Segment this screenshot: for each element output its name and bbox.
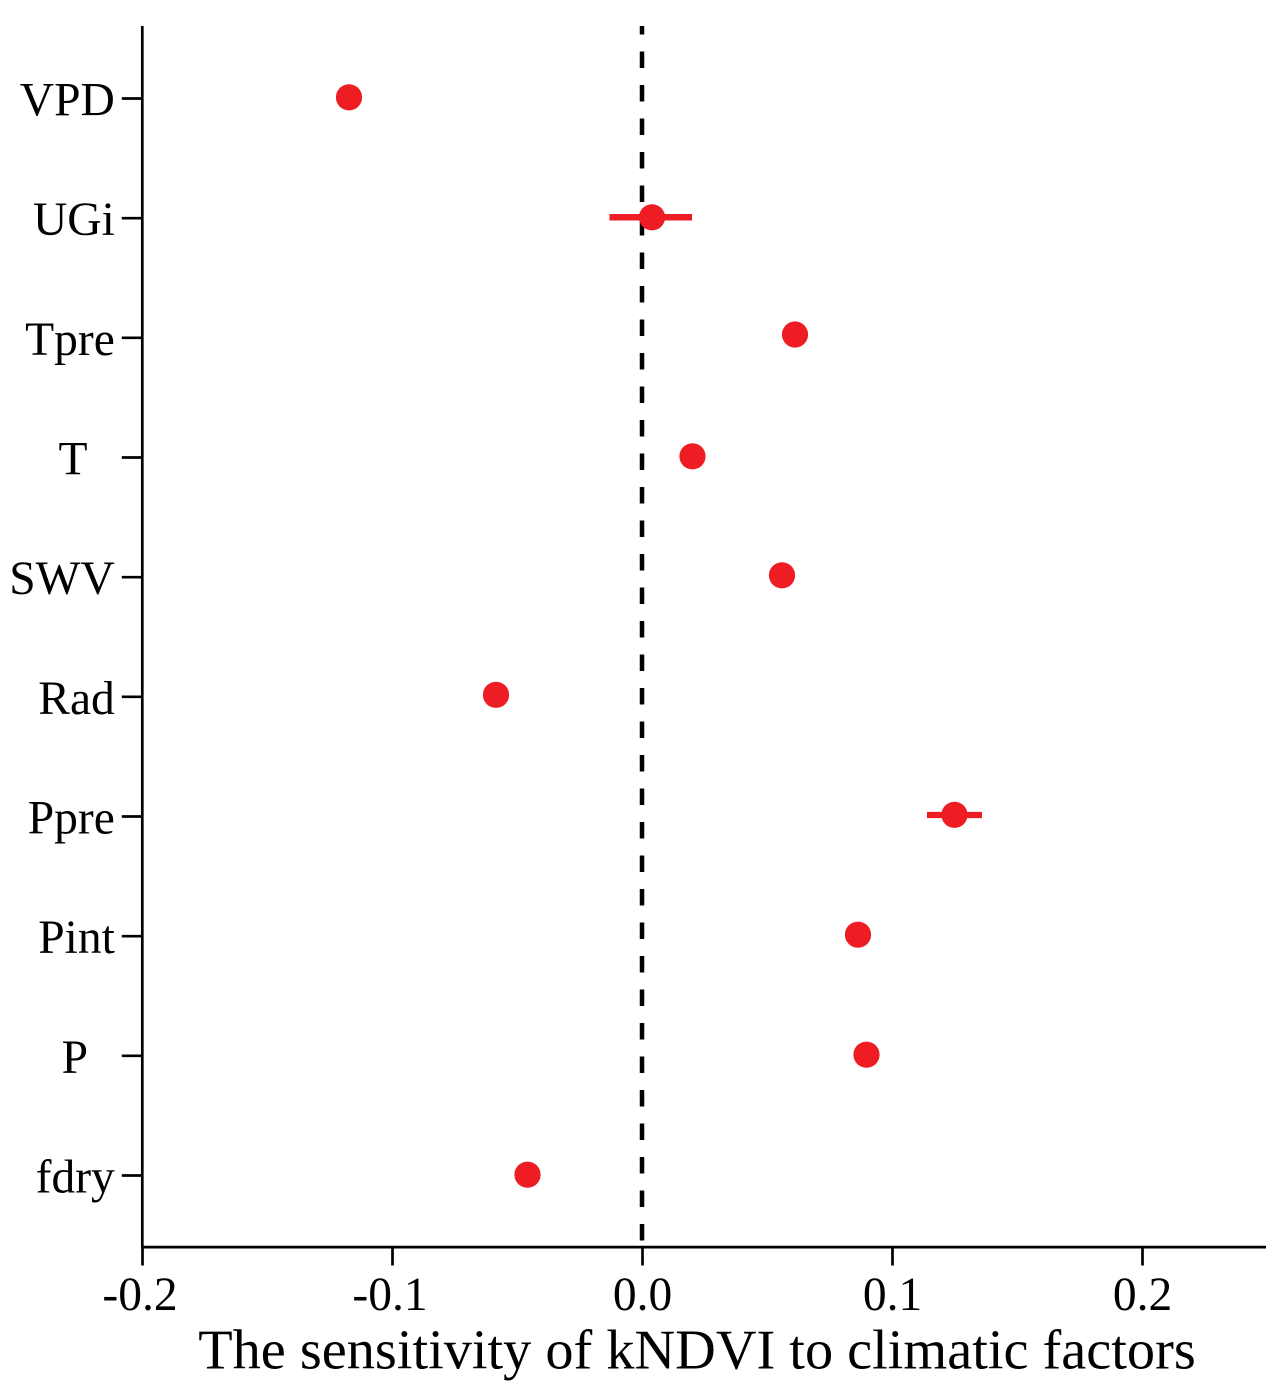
svg-text:VPD: VPD xyxy=(20,75,115,127)
svg-text:Pint: Pint xyxy=(38,912,115,964)
svg-text:-0.2: -0.2 xyxy=(102,1269,177,1321)
svg-text:0.2: 0.2 xyxy=(1113,1269,1172,1321)
svg-text:Rad: Rad xyxy=(38,673,115,725)
svg-text:Tpre: Tpre xyxy=(25,314,115,366)
svg-text:P: P xyxy=(62,1032,88,1084)
svg-text:T: T xyxy=(58,434,87,486)
svg-text:0.0: 0.0 xyxy=(613,1269,672,1321)
svg-text:The sensitivity of kNDVI to cl: The sensitivity of kNDVI to climatic fac… xyxy=(198,1320,1195,1382)
svg-text:-0.1: -0.1 xyxy=(352,1269,427,1321)
svg-text:SWV: SWV xyxy=(9,553,115,605)
svg-text:Ppre: Ppre xyxy=(28,793,115,845)
svg-text:0.1: 0.1 xyxy=(863,1269,922,1321)
svg-text:UGi: UGi xyxy=(33,194,115,246)
svg-text:fdry: fdry xyxy=(36,1152,115,1204)
